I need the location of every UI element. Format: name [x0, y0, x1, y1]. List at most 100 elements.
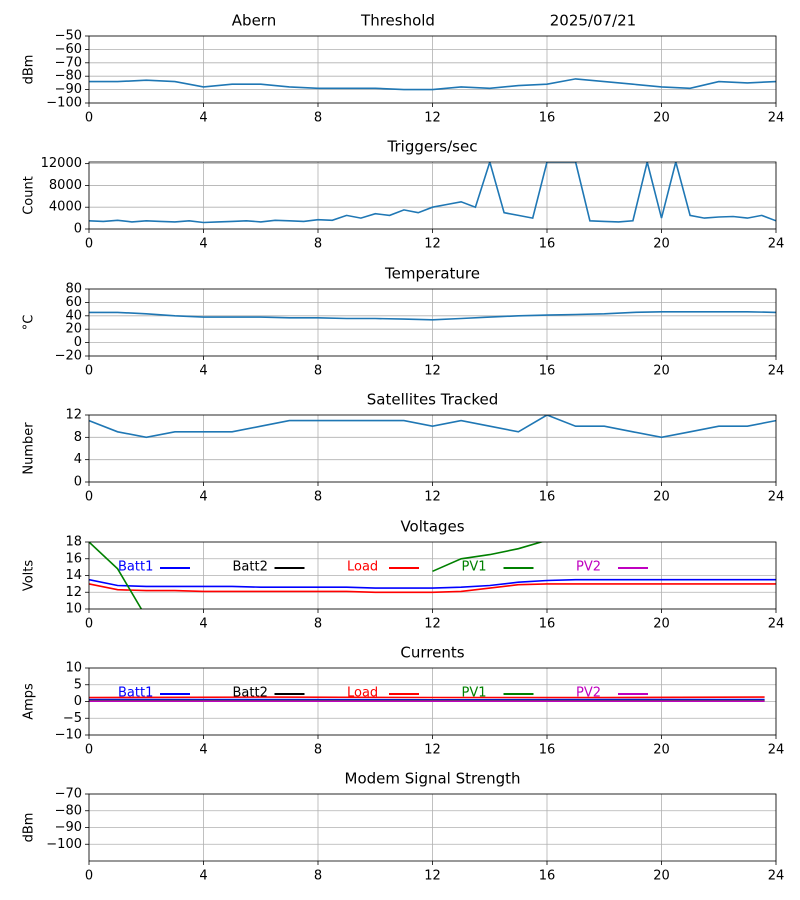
y-tick-label: −70	[55, 787, 82, 802]
x-tick-label: 16	[539, 237, 556, 252]
x-tick-label: 24	[768, 237, 785, 252]
y-tick-label: 10	[65, 661, 82, 676]
plot-frame	[88, 288, 777, 357]
y-tick-label: 18	[65, 535, 82, 550]
chart-title: Threshold	[360, 12, 435, 30]
x-tick-label: 8	[314, 617, 322, 632]
y-tick-label: 10	[65, 602, 82, 617]
y-tick-label: 4	[74, 452, 82, 467]
x-tick-label: 0	[85, 111, 93, 126]
plot-frame	[88, 35, 777, 104]
chart-title: Voltages	[400, 518, 464, 536]
y-tick-label: 12000	[41, 156, 82, 171]
legend-label: Batt1	[118, 560, 153, 575]
y-tick-label: 4000	[49, 200, 82, 215]
y-tick-label: 60	[65, 295, 82, 310]
y-tick-label: −5	[63, 711, 82, 726]
y-tick-label: −10	[55, 728, 82, 743]
chart-title: 2025/07/21	[550, 12, 636, 30]
series-line	[89, 415, 776, 439]
chart-title: Temperature	[384, 265, 480, 283]
x-tick-label: 24	[768, 364, 785, 379]
x-tick-label: 4	[199, 111, 207, 126]
x-tick-label: 16	[539, 617, 556, 632]
x-tick-label: 8	[314, 364, 322, 379]
series-line	[89, 542, 545, 609]
legend-label: PV2	[576, 686, 601, 701]
panel: Satellites Tracked Number 0 4 8 12 16 20 24 0 4 8 12	[22, 391, 785, 505]
y-tick-label: 16	[65, 551, 82, 566]
series-line	[89, 311, 776, 321]
x-tick-label: 4	[199, 617, 207, 632]
y-axis-label: Volts	[22, 560, 37, 592]
y-tick-label: −80	[55, 803, 82, 818]
y-axis-label: dBm	[22, 55, 37, 85]
plot-frame	[88, 414, 777, 483]
x-tick-label: 0	[85, 364, 93, 379]
plot-frame	[88, 541, 777, 610]
y-tick-label: −70	[55, 55, 82, 70]
y-tick-label: 0	[74, 475, 82, 490]
x-tick-label: 20	[653, 237, 670, 252]
y-tick-label: −80	[55, 69, 82, 84]
x-tick-label: 8	[314, 869, 322, 884]
chart-title: Triggers/sec	[387, 138, 478, 156]
chart-title: Satellites Tracked	[367, 391, 498, 409]
chart-title: Currents	[400, 644, 464, 662]
x-tick-label: 20	[653, 111, 670, 126]
x-tick-label: 20	[653, 743, 670, 758]
x-tick-label: 24	[768, 111, 785, 126]
y-axis-label: Number	[22, 422, 37, 475]
y-tick-label: 14	[65, 568, 82, 583]
x-tick-label: 20	[653, 490, 670, 505]
y-tick-label: −20	[55, 349, 82, 364]
series-line	[89, 583, 776, 594]
x-tick-label: 24	[768, 743, 785, 758]
legend-label: Batt2	[233, 686, 268, 701]
x-tick-label: 20	[653, 617, 670, 632]
y-tick-label: 8000	[49, 178, 82, 193]
legend-label: PV1	[462, 686, 487, 701]
x-tick-label: 24	[768, 617, 785, 632]
x-tick-label: 12	[424, 617, 441, 632]
x-tick-label: 4	[199, 869, 207, 884]
x-tick-label: 12	[424, 111, 441, 126]
y-tick-label: 40	[65, 308, 82, 323]
legend-label: Batt2	[233, 560, 268, 575]
y-axis-label: dBm	[22, 813, 37, 843]
y-tick-label: −100	[46, 837, 82, 852]
x-tick-label: 12	[424, 869, 441, 884]
legend-label: Load	[347, 560, 378, 575]
x-tick-label: 12	[424, 490, 441, 505]
y-tick-label: −50	[55, 29, 82, 44]
x-tick-label: 12	[424, 743, 441, 758]
x-tick-label: 20	[653, 364, 670, 379]
plot-frame	[88, 667, 777, 736]
legend-label: Load	[347, 686, 378, 701]
x-tick-label: 4	[199, 237, 207, 252]
x-tick-label: 24	[768, 490, 785, 505]
x-tick-label: 16	[539, 111, 556, 126]
x-tick-label: 8	[314, 111, 322, 126]
chart-title: Abern	[232, 12, 276, 30]
legend-label: PV2	[576, 560, 601, 575]
y-tick-label: 8	[74, 430, 82, 445]
x-tick-label: 4	[199, 364, 207, 379]
y-axis-label: °C	[22, 315, 37, 331]
y-tick-label: −60	[55, 42, 82, 57]
y-tick-label: 20	[65, 322, 82, 337]
y-tick-label: 12	[65, 585, 82, 600]
y-axis-label: Count	[22, 176, 37, 215]
x-tick-label: 12	[424, 364, 441, 379]
panel: Modem Signal Strength dBm 0 4 8 12 16 20 24 −100 −…	[22, 770, 785, 884]
series-line	[89, 78, 776, 91]
y-tick-label: −90	[55, 82, 82, 97]
x-tick-label: 0	[85, 869, 93, 884]
x-tick-label: 0	[85, 490, 93, 505]
panel: Abern Threshold 2025/07/21 dBm 0 4 8 12 16 20 24 −1…	[22, 12, 785, 126]
x-tick-label: 8	[314, 490, 322, 505]
y-tick-label: 0	[74, 222, 82, 237]
series-line	[89, 578, 776, 589]
